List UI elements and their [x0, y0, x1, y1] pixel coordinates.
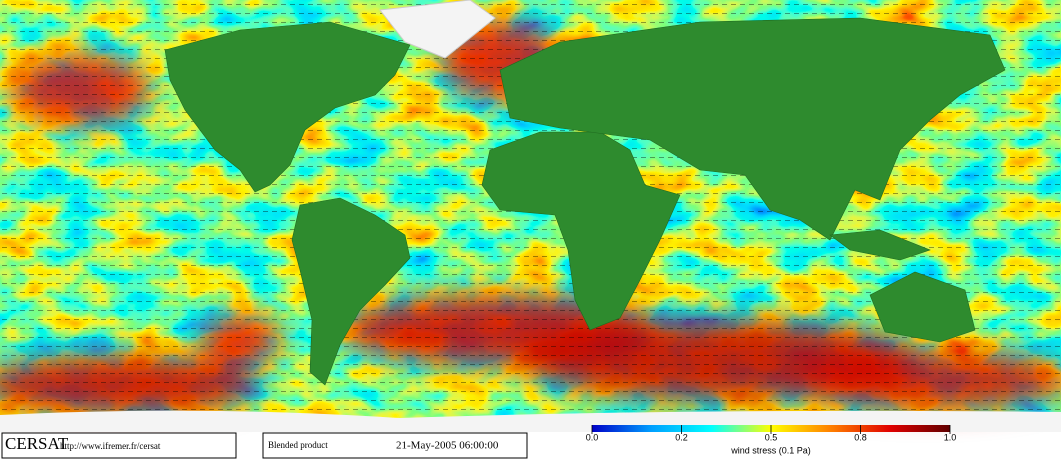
south-america — [291, 197, 411, 386]
greenland — [379, 0, 496, 59]
colorbar-tick-label: 0.5 — [765, 432, 778, 442]
north-america — [164, 21, 411, 193]
logo-box — [1, 432, 237, 459]
continents — [164, 17, 1006, 386]
footer: CERSAT http://www.ifremer.fr/cersat Blen… — [1, 432, 528, 459]
colorbar-tick-label: 0.2 — [675, 432, 688, 442]
colorbar-tick-label: 0.8 — [854, 432, 867, 442]
colorbar-label: wind stress (0.1 Pa) — [730, 445, 811, 455]
colorbar-tick-label: 0.0 — [586, 432, 599, 442]
colorbar-tick-label: 1.0 — [944, 432, 957, 442]
australia — [869, 271, 976, 343]
indonesia — [829, 229, 931, 261]
product: Blended product — [268, 440, 328, 450]
url: http://www.ifremer.fr/cersat — [60, 441, 161, 451]
africa — [481, 131, 681, 331]
map — [0, 0, 1061, 432]
logo: CERSAT — [5, 434, 69, 453]
date: 21-May-2005 06:00:00 — [396, 440, 499, 452]
info-box — [262, 432, 528, 459]
colorbar: wind stress (0.1 Pa) 0.0 0.2 0.5 0.8 1.0 — [586, 425, 957, 455]
eurasia — [499, 17, 1006, 241]
